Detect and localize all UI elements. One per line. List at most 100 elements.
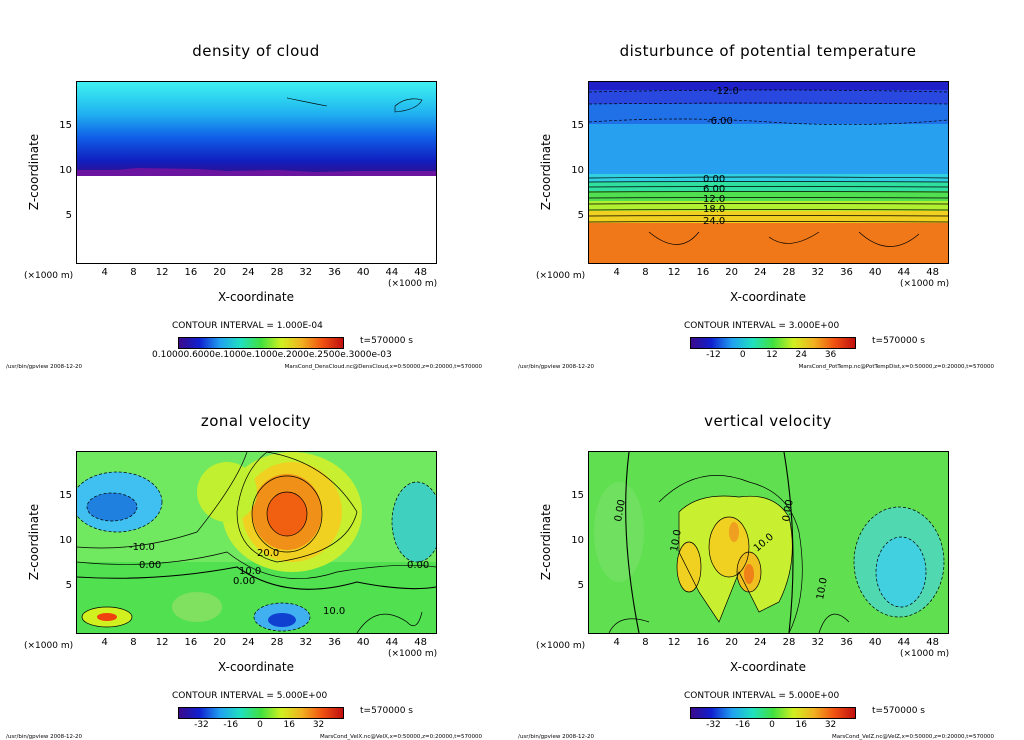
- x-tick-label: 24: [241, 267, 255, 278]
- x-tick-label: 16: [696, 637, 710, 648]
- heatmap-field: [77, 452, 436, 633]
- colorbar-tick-label: 16: [795, 720, 808, 730]
- x-unit-label: (×1000 m): [24, 641, 74, 651]
- x-tick-label: 12: [667, 637, 681, 648]
- x-tick-label: 40: [356, 637, 370, 648]
- plot-area: [76, 81, 437, 264]
- time-label: t=570000 s: [360, 336, 413, 346]
- x-tick-label: 28: [270, 637, 284, 648]
- x-tick-label: 32: [811, 637, 825, 648]
- contour-labels: -10.0 0.00 20.0 10.0 0.00 10.0 0.00: [129, 542, 429, 617]
- x-tick-label: 44: [385, 267, 399, 278]
- footer-left: /usr/bin/gpview 2008-12-20: [6, 364, 83, 370]
- contour-label: 20.0: [257, 548, 279, 559]
- contour-interval: CONTOUR INTERVAL = 1.000E-04: [172, 321, 323, 331]
- colorbar-labels: 0.10000.6000e.1000e.1000e.2000e.2500e.30…: [152, 350, 392, 360]
- x-tick-label: 44: [897, 267, 911, 278]
- time-label: t=570000 s: [360, 706, 413, 716]
- contour-label: 0.00: [703, 174, 725, 185]
- contour-label: 0.00: [781, 499, 796, 523]
- x-unit-label: (×1000 m): [388, 649, 438, 659]
- x-tick-label: 24: [241, 637, 255, 648]
- colorbar: [178, 337, 344, 349]
- colorbar: [690, 707, 856, 719]
- x-tick-label: 36: [840, 267, 853, 278]
- y-tick-label: 15: [571, 490, 584, 501]
- x-tick-label: 48: [414, 637, 427, 648]
- contour-label: 10.0: [669, 529, 684, 553]
- x-tick-label: 44: [897, 637, 911, 648]
- x-tick-label: 48: [926, 637, 939, 648]
- colorbar-tick-label: 24: [795, 350, 808, 360]
- colorbar-tick-label: 36: [824, 350, 837, 360]
- footer-right: MarsCond_VelZ.nc@VelZ,x=0:50000,z=0:2000…: [831, 734, 994, 740]
- x-tick-label: 40: [868, 267, 882, 278]
- x-tick-label: 16: [184, 637, 198, 648]
- x-tick-label: 36: [328, 637, 341, 648]
- x-tick-label: 28: [782, 267, 796, 278]
- x-tick-label: 24: [753, 637, 767, 648]
- colorbar: [178, 707, 344, 719]
- x-tick-label: 4: [613, 267, 620, 278]
- contour-label: -10.0: [129, 542, 155, 553]
- chart-title: disturbunce of potential temperature: [619, 42, 917, 60]
- y-tick-label: 5: [65, 580, 72, 591]
- colorbar: [690, 337, 856, 349]
- contour-label: -12.0: [713, 86, 739, 97]
- time-label: t=570000 s: [872, 336, 925, 346]
- x-tick-label: 16: [696, 267, 710, 278]
- y-tick-label: 10: [59, 535, 72, 546]
- colorbar-tick-label: 0: [739, 350, 746, 360]
- x-tick-label: 36: [328, 267, 341, 278]
- footer-left: /usr/bin/gpview 2008-12-20: [6, 734, 83, 740]
- y-tick-label: 5: [65, 210, 72, 221]
- x-tick-label: 8: [130, 637, 137, 648]
- x-unit-label: (×1000 m): [388, 279, 438, 289]
- contour-label: 0.00: [139, 560, 161, 571]
- contour-label: 10.0: [323, 606, 345, 617]
- x-tick-label: 32: [299, 637, 313, 648]
- contour-interval: CONTOUR INTERVAL = 3.000E+00: [684, 321, 840, 331]
- colorbar-tick-label: 32: [824, 720, 837, 730]
- x-unit-label: (×1000 m): [536, 271, 586, 281]
- contour-label: 10.0: [815, 577, 830, 601]
- plot-area: -10.0 0.00 20.0 10.0 0.00 10.0 0.00: [76, 451, 437, 634]
- x-unit-label: (×1000 m): [900, 279, 950, 289]
- x-tick-label: 24: [753, 267, 767, 278]
- x-tick-label: 12: [155, 267, 169, 278]
- x-tick-label: 36: [840, 637, 853, 648]
- footer-right: MarsCond_PotTemp.nc@PotTempDist,x=0:5000…: [798, 364, 994, 370]
- contour-label: 24.0: [703, 216, 725, 227]
- x-tick-label: 16: [184, 267, 198, 278]
- colorbar-tick-label: 16: [283, 720, 296, 730]
- x-axis-label: X-coordinate: [218, 660, 294, 674]
- panel-zonal-velocity: zonal velocity: [0, 370, 512, 740]
- y-tick-label: 10: [571, 535, 584, 546]
- x-tick-label: 20: [213, 267, 226, 278]
- x-tick-label: 40: [356, 267, 370, 278]
- x-tick-label: 20: [213, 637, 226, 648]
- x-tick-label: 8: [642, 637, 649, 648]
- heatmap-field: [589, 452, 948, 633]
- x-tick-label: 48: [414, 267, 427, 278]
- contour-label: -6.00: [707, 116, 733, 127]
- x-tick-label: 12: [155, 637, 169, 648]
- contour-label: 12.0: [703, 194, 725, 205]
- contour-label: 6.00: [703, 184, 725, 195]
- y-tick-label: 15: [59, 490, 72, 501]
- y-tick-label: 5: [577, 580, 584, 591]
- x-axis-label: X-coordinate: [218, 290, 294, 304]
- x-tick-label: 48: [926, 267, 939, 278]
- heatmap-field: [589, 82, 948, 263]
- contour-label: 0.00: [407, 560, 429, 571]
- contour-labels: 0.00 10.0 10.0 0.00 10.0: [613, 499, 830, 601]
- chart-title: vertical velocity: [704, 412, 832, 430]
- panel-potential-temperature: disturbunce of potential temperature: [512, 0, 1024, 370]
- colorbar-tick-label: -12: [706, 350, 721, 360]
- y-axis-label: Z-coordinate: [27, 133, 41, 211]
- plot-area: 0.00 10.0 10.0 0.00 10.0: [588, 451, 949, 634]
- x-tick-label: 4: [101, 637, 108, 648]
- x-tick-label: 28: [782, 637, 796, 648]
- contour-label: 0.00: [233, 576, 255, 587]
